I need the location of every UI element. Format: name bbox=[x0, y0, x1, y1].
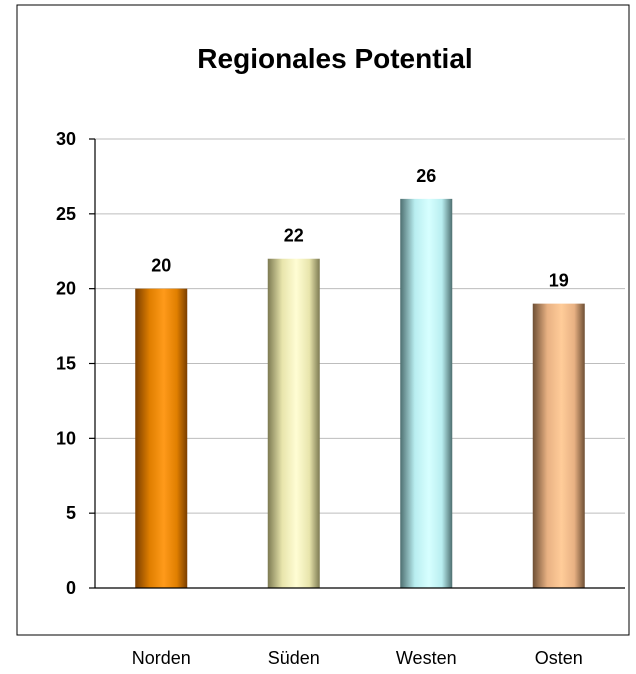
data-label: 20 bbox=[151, 256, 171, 276]
y-tick-labels: 0 5 10 15 20 25 30 bbox=[56, 129, 76, 598]
bars bbox=[135, 198, 585, 588]
bar-osten bbox=[532, 303, 585, 588]
chart-frame bbox=[16, 4, 630, 636]
data-label: 19 bbox=[549, 271, 569, 291]
bar-süden bbox=[267, 258, 320, 588]
data-labels: 20 22 26 19 bbox=[151, 166, 569, 291]
chart-title: Regionales Potential bbox=[197, 43, 472, 74]
y-tick-label: 20 bbox=[56, 279, 76, 299]
y-tick-label: 10 bbox=[56, 428, 76, 448]
x-tick-label: Osten bbox=[535, 648, 583, 668]
y-axis-ticks bbox=[89, 138, 95, 589]
y-tick-label: 15 bbox=[56, 354, 76, 374]
bar-westen bbox=[400, 198, 453, 588]
x-tick-labels: Norden Süden Westen Osten bbox=[132, 648, 583, 668]
x-tick-label: Norden bbox=[132, 648, 191, 668]
x-tick-label: Süden bbox=[268, 648, 320, 668]
data-label: 26 bbox=[416, 166, 436, 186]
bar-norden bbox=[135, 288, 188, 588]
y-tick-label: 5 bbox=[66, 503, 76, 523]
x-tick-label: Westen bbox=[396, 648, 457, 668]
y-tick-label: 30 bbox=[56, 129, 76, 149]
y-tick-label: 25 bbox=[56, 204, 76, 224]
data-label: 22 bbox=[284, 226, 304, 246]
y-tick-label: 0 bbox=[66, 578, 76, 598]
